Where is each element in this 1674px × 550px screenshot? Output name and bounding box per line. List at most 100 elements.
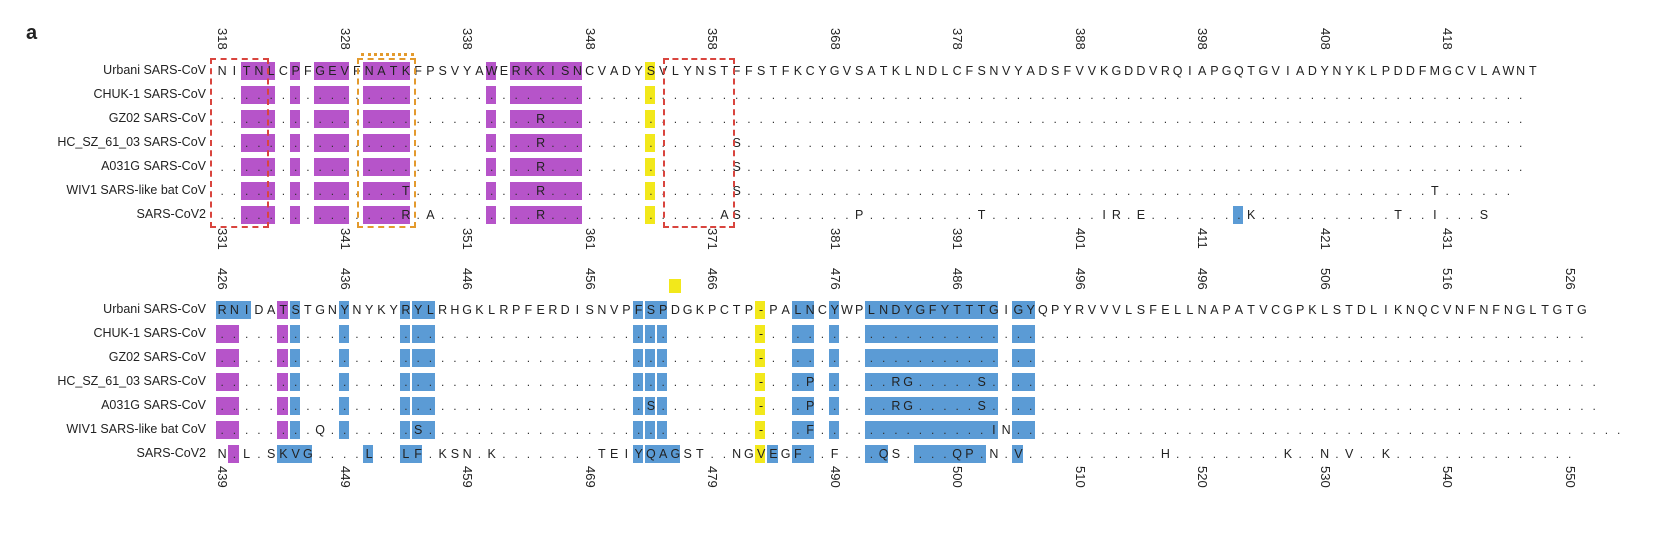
residue: . xyxy=(869,88,874,102)
residue: . xyxy=(1077,88,1082,102)
residue: . xyxy=(330,88,335,102)
residue: . xyxy=(1053,184,1057,198)
residue: . xyxy=(992,184,996,198)
residue: . xyxy=(857,88,861,102)
residue: . xyxy=(1126,447,1131,461)
residue: D xyxy=(928,64,938,78)
residue: . xyxy=(1004,160,1008,174)
residue: . xyxy=(514,447,518,461)
residue: P xyxy=(291,64,300,78)
residue: I xyxy=(992,423,996,437)
residue: . xyxy=(1151,327,1155,341)
residue: . xyxy=(894,88,898,102)
residue: . xyxy=(477,208,482,222)
residue: . xyxy=(269,112,273,126)
residue: . xyxy=(563,160,567,174)
residue: P xyxy=(1210,64,1219,78)
residue: F xyxy=(806,423,814,437)
residue: . xyxy=(306,112,310,126)
residue: . xyxy=(1408,112,1413,126)
residue: . xyxy=(1445,399,1449,413)
residue: . xyxy=(1555,327,1560,341)
highlight-run xyxy=(644,86,655,104)
residue: . xyxy=(355,327,359,341)
sequence-label: GZ02 SARS-CoV xyxy=(108,111,206,125)
residue: L xyxy=(402,447,410,461)
highlight-run xyxy=(791,349,815,367)
highlight-run xyxy=(485,206,496,224)
residue: . xyxy=(440,160,445,174)
residue: . xyxy=(710,112,714,126)
residue: Q xyxy=(1172,64,1183,78)
residue: F xyxy=(745,64,753,78)
residue: F xyxy=(1492,303,1500,317)
residue: . xyxy=(710,423,714,437)
highlight-run xyxy=(791,445,815,463)
residue: . xyxy=(244,88,249,102)
residue: F xyxy=(524,303,533,317)
residue: . xyxy=(1200,136,1204,150)
residue: F xyxy=(414,447,422,461)
residue: . xyxy=(1053,351,1057,365)
residue: . xyxy=(1457,88,1462,102)
residue: . xyxy=(612,136,616,150)
highlight-run xyxy=(399,397,410,415)
residue: . xyxy=(1065,327,1070,341)
residue: . xyxy=(367,184,371,198)
residue: . xyxy=(1163,327,1168,341)
residue: G xyxy=(1013,303,1024,317)
residue: T xyxy=(1529,64,1537,78)
residue: . xyxy=(220,351,224,365)
residue: . xyxy=(600,327,604,341)
residue: P xyxy=(965,447,974,461)
residue: . xyxy=(771,184,776,198)
residue: . xyxy=(612,375,616,389)
residue: . xyxy=(808,327,812,341)
residue: . xyxy=(526,423,531,437)
residue: . xyxy=(1077,351,1082,365)
residue: Y xyxy=(818,64,827,78)
residue: L xyxy=(794,303,802,317)
residue: . xyxy=(820,160,825,174)
highlight-run xyxy=(314,134,349,152)
residue: . xyxy=(1310,208,1315,222)
highlight-run xyxy=(363,62,410,80)
residue: . xyxy=(1077,327,1082,341)
residue: S xyxy=(1050,64,1060,78)
highlight-run xyxy=(1012,373,1035,391)
residue: V xyxy=(1148,64,1158,78)
residue: . xyxy=(808,136,812,150)
residue: K xyxy=(793,64,803,78)
residue: . xyxy=(489,112,494,126)
highlight-run xyxy=(828,421,839,439)
highlight-run xyxy=(657,421,668,439)
residue: . xyxy=(1261,375,1266,389)
highlight-run xyxy=(657,349,668,367)
bottom-tick-label: 469 xyxy=(582,466,598,488)
residue: . xyxy=(514,327,518,341)
residue: . xyxy=(673,160,678,174)
residue: . xyxy=(1322,375,1327,389)
residue: . xyxy=(269,136,273,150)
residue: . xyxy=(563,447,567,461)
residue: . xyxy=(698,160,702,174)
highlight-run xyxy=(216,325,239,343)
residue: . xyxy=(881,112,886,126)
residue: . xyxy=(244,399,249,413)
residue: P xyxy=(1050,303,1060,317)
residue: C xyxy=(585,64,595,78)
sequence-label: Urbani SARS-CoV xyxy=(103,302,206,316)
highlight-run xyxy=(632,397,643,415)
highlight-run xyxy=(314,62,349,80)
highlight-run xyxy=(644,421,655,439)
highlight-run xyxy=(755,373,766,391)
residue: . xyxy=(281,423,286,437)
residue: . xyxy=(526,136,531,150)
residue: . xyxy=(477,399,482,413)
residue: G xyxy=(1442,64,1452,78)
residue: . xyxy=(257,208,261,222)
residue: . xyxy=(906,327,910,341)
residue: . xyxy=(1457,136,1462,150)
residue: . xyxy=(391,375,396,389)
residue: . xyxy=(587,88,592,102)
